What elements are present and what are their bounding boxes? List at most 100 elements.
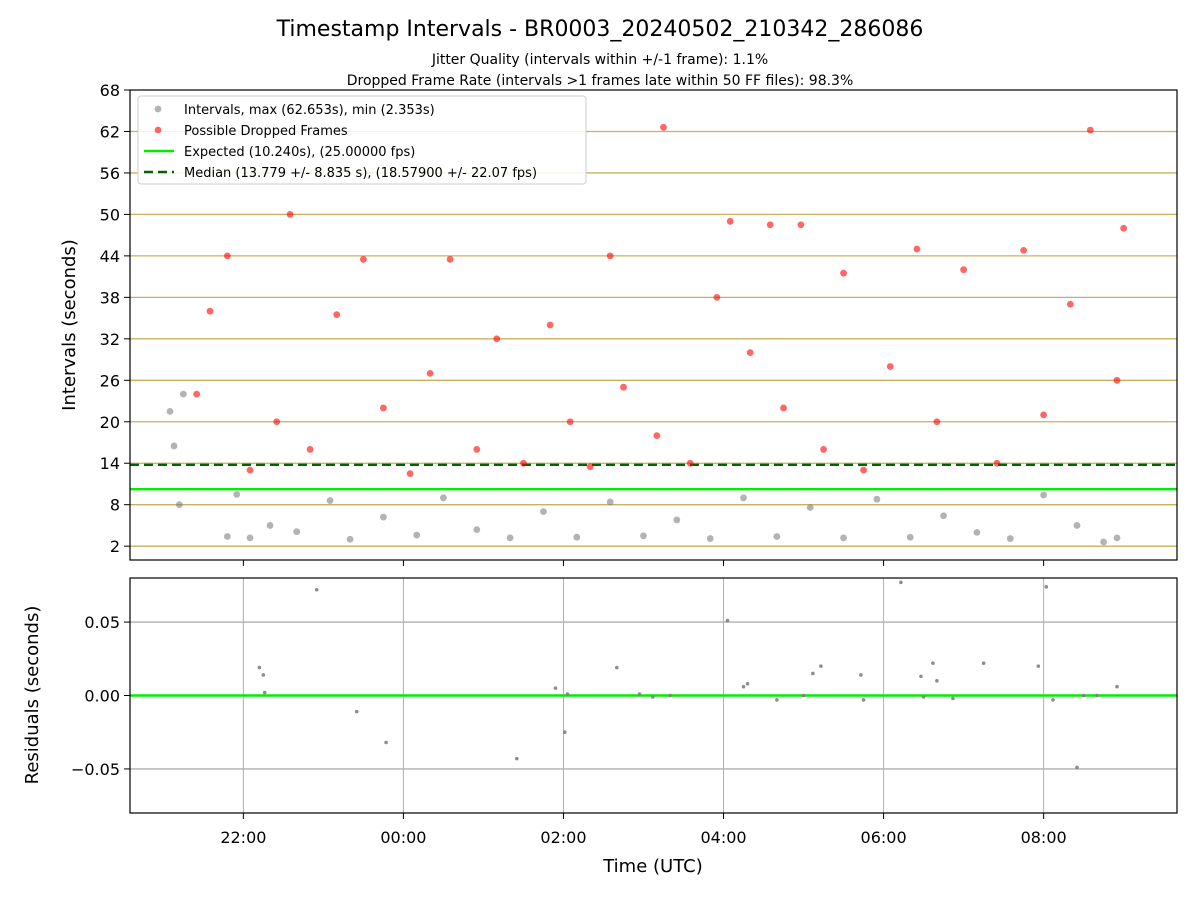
residual-point bbox=[384, 740, 388, 745]
dropped-frame-point bbox=[1066, 300, 1074, 308]
dropped-frame-point bbox=[406, 470, 414, 478]
dropped-frame-point bbox=[713, 293, 721, 301]
residual-point bbox=[1051, 698, 1055, 702]
interval-point bbox=[840, 534, 847, 542]
residual-point bbox=[1115, 684, 1119, 689]
interval-point bbox=[573, 533, 581, 541]
interval-point bbox=[640, 532, 647, 540]
interval-point bbox=[166, 407, 174, 415]
interval-point bbox=[246, 534, 254, 542]
residual-point bbox=[725, 618, 730, 623]
residual-point bbox=[1095, 693, 1099, 698]
dropped-frame-point bbox=[380, 404, 387, 412]
residual-point bbox=[741, 684, 746, 689]
legend-dropped-marker bbox=[154, 126, 162, 134]
residual-point bbox=[637, 692, 642, 696]
dropped-frame-point bbox=[333, 311, 341, 319]
legend-interval-marker bbox=[154, 105, 162, 113]
interval-point bbox=[1073, 522, 1081, 529]
interval-point bbox=[740, 494, 747, 502]
residual-point bbox=[811, 671, 815, 676]
dropped-frame-point bbox=[566, 418, 574, 426]
dropped-frame-point bbox=[273, 418, 281, 426]
interval-point bbox=[1006, 535, 1014, 542]
residual-point bbox=[257, 665, 262, 670]
chart-title: Timestamp Intervals - BR0003_20240502_21… bbox=[276, 17, 924, 42]
interval-point bbox=[540, 508, 547, 516]
interval-point bbox=[906, 533, 914, 541]
residual-point bbox=[615, 665, 619, 670]
dropped-frame-point bbox=[620, 383, 627, 391]
y-tick-label: 56 bbox=[100, 164, 120, 183]
legend-box bbox=[137, 95, 587, 185]
interval-point bbox=[940, 512, 947, 520]
residual-point bbox=[981, 661, 986, 665]
dropped-frame-point bbox=[840, 269, 847, 277]
dropped-frame-point bbox=[766, 221, 774, 229]
dropped-frame-point bbox=[246, 466, 254, 474]
dropped-frame-point bbox=[360, 255, 367, 263]
interval-point bbox=[293, 528, 301, 536]
dropped-frame-point bbox=[960, 266, 967, 274]
dropped-frame-point bbox=[493, 335, 501, 343]
residual-point bbox=[563, 730, 567, 735]
interval-point bbox=[973, 528, 981, 536]
interval-point bbox=[606, 498, 614, 506]
residual-point bbox=[819, 664, 823, 668]
residual-point bbox=[565, 692, 570, 696]
dropped-frame-point bbox=[660, 123, 667, 131]
dropped-frame-point bbox=[206, 307, 214, 315]
dropped-frame-point bbox=[586, 463, 594, 471]
interval-point bbox=[706, 535, 714, 542]
residual-point bbox=[314, 587, 319, 592]
interval-point bbox=[266, 522, 274, 529]
x-tick-label: 08:00 bbox=[1021, 828, 1067, 847]
dropped-frame-point bbox=[726, 217, 734, 225]
dropped-frame-point bbox=[193, 390, 201, 398]
x-tick-label: 22:00 bbox=[220, 828, 266, 847]
residual-point bbox=[354, 709, 359, 714]
residual-point bbox=[859, 673, 863, 677]
residual-point bbox=[1044, 585, 1049, 589]
interval-point bbox=[179, 390, 187, 398]
residual-point bbox=[775, 698, 779, 702]
dropped-frame-point bbox=[223, 252, 231, 260]
legend-label: Possible Dropped Frames bbox=[184, 124, 348, 139]
dropped-frame-point bbox=[653, 432, 661, 439]
interval-point bbox=[1113, 534, 1121, 542]
dropped-frame-point bbox=[1020, 246, 1028, 254]
interval-point bbox=[346, 535, 354, 543]
residuals-plot: −0.05 0.00 0.05 22:00 00:00 02:00 04:00 06:00 08… bbox=[71, 577, 1178, 847]
residual-point bbox=[931, 661, 935, 665]
dropped-frame-point bbox=[306, 446, 314, 453]
y-tick-label: 14 bbox=[100, 454, 120, 473]
interval-point bbox=[326, 497, 334, 504]
residual-point bbox=[921, 695, 926, 699]
interval-point bbox=[873, 495, 881, 503]
x-tick-label: 00:00 bbox=[380, 828, 426, 847]
x-tick-label: 06:00 bbox=[861, 828, 907, 847]
residual-point bbox=[668, 693, 672, 698]
dropped-frame-point bbox=[546, 321, 554, 329]
residual-point bbox=[899, 580, 903, 585]
dropped-frame-point bbox=[886, 363, 894, 370]
residual-point bbox=[935, 679, 939, 683]
intervals-plot: 2 8 14 20 26 32 38 44 50 56 62 68 Intervals, max (62… bbox=[100, 81, 1178, 566]
dropped-frame-point bbox=[446, 255, 454, 263]
axes-frame bbox=[129, 577, 1178, 814]
interval-point bbox=[506, 534, 514, 542]
dropped-frame-point bbox=[520, 459, 527, 467]
residual-point bbox=[1036, 664, 1041, 668]
dropped-frame-point bbox=[1086, 126, 1094, 134]
y-tick-label: 8 bbox=[110, 496, 120, 515]
residual-point bbox=[514, 756, 519, 761]
interval-point bbox=[380, 513, 387, 521]
legend-label: Median (13.779 +/- 8.835 s), (18.57900 +… bbox=[184, 166, 537, 181]
y-tick-label: 26 bbox=[100, 371, 120, 390]
interval-point bbox=[233, 490, 241, 498]
dropped-frame-point bbox=[820, 446, 827, 453]
residual-point bbox=[951, 696, 955, 701]
y-tick-label: 20 bbox=[100, 413, 120, 432]
jitter-quality-subtitle: Jitter Quality (intervals within +/-1 fr… bbox=[431, 52, 768, 68]
